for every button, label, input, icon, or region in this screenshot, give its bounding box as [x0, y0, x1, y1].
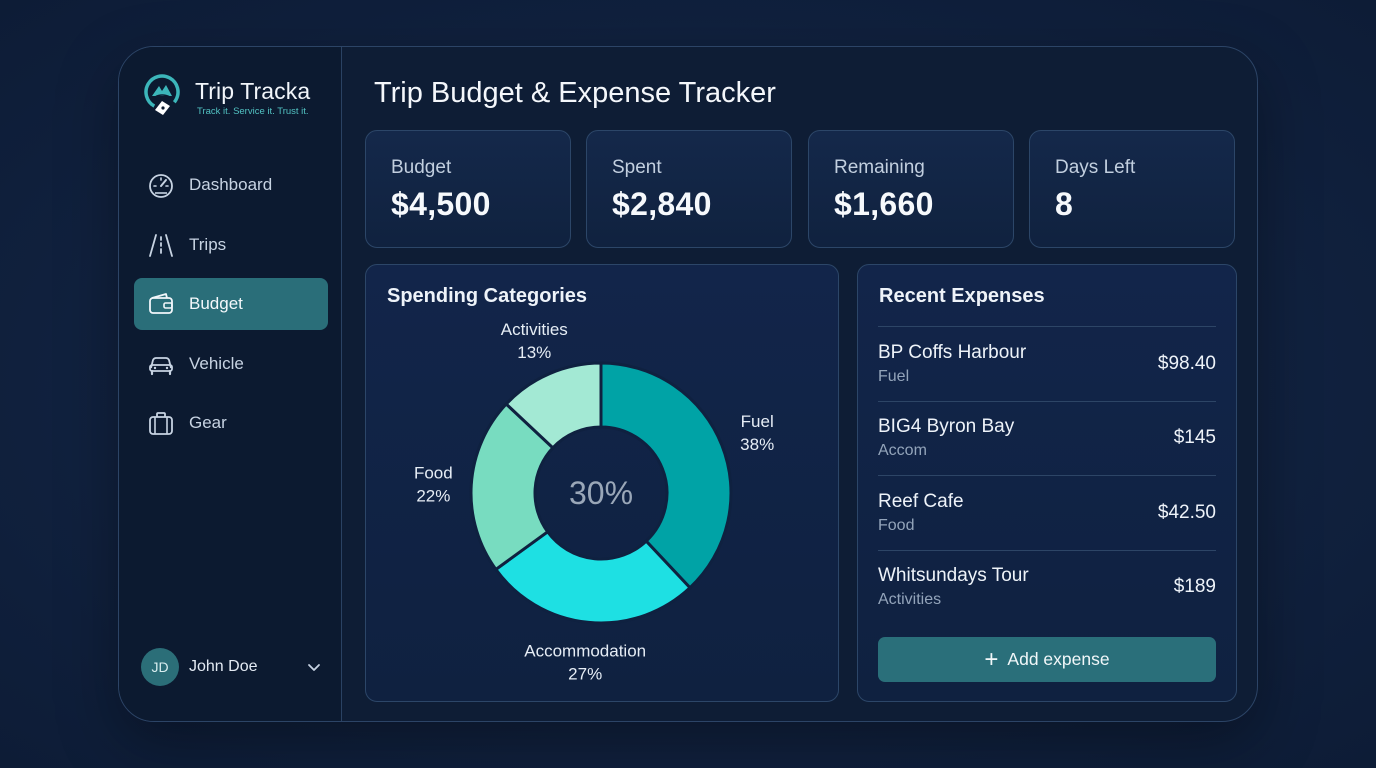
recent-expenses-panel: Recent Expenses BP Coffs Harbour Fuel $9… — [857, 264, 1237, 702]
expense-amount: $145 — [1173, 427, 1216, 449]
stat-value: $1,660 — [834, 186, 934, 222]
expense-category: Activities — [878, 591, 942, 609]
slice-name-label: Fuel — [741, 412, 774, 431]
stat-value: $2,840 — [612, 186, 712, 222]
sidebar-item-label: Gear — [189, 413, 227, 432]
list-item[interactable]: BIG4 Byron Bay Accom $145 — [878, 400, 1216, 476]
sidebar-item-label: Trips — [189, 234, 227, 254]
expense-amount: $42.50 — [1157, 501, 1216, 523]
expense-category: Fuel — [878, 367, 910, 385]
page-title: Trip Budget & Expense Tracker — [374, 77, 776, 109]
plus-icon: + — [984, 645, 999, 673]
slice-name-label: Accommodation — [524, 641, 646, 660]
panel-title: Recent Expenses — [879, 285, 1045, 307]
wallet-icon — [147, 290, 175, 318]
speedometer-icon — [147, 171, 175, 199]
expense-name: BIG4 Byron Bay — [878, 416, 1015, 438]
stat-label: Remaining — [834, 157, 925, 178]
donut-center-label: 30% — [569, 475, 633, 511]
slice-value-label: 22% — [416, 486, 450, 505]
stat-label: Spent — [612, 157, 662, 178]
chevron-down-icon[interactable] — [305, 658, 323, 676]
expense-amount: $189 — [1173, 576, 1216, 598]
pie-slice-activities[interactable] — [504, 361, 603, 450]
logo[interactable]: Trip Tracka Track it. Service it. Trust … — [143, 73, 310, 123]
donut-chart: Fuel 38% Accommodation 27% Food 22% Activities… — [414, 320, 774, 683]
panel-title: Spending Categories — [387, 285, 588, 307]
logo-icon — [143, 73, 187, 123]
app-tagline: Track it. Service it. Trust it. — [197, 106, 309, 117]
pie-slice-food[interactable] — [469, 401, 556, 572]
expense-category: Food — [878, 516, 915, 534]
stat-card-remaining: Remaining $1,660 — [808, 130, 1014, 248]
stat-card-spent: Spent $2,840 — [586, 130, 792, 248]
sidebar-item-label: Dashboard — [189, 175, 273, 194]
pie-slice-accommodation[interactable] — [493, 529, 693, 625]
add-expense-button[interactable]: + Add expense — [878, 637, 1216, 682]
slice-value-label: 27% — [568, 664, 602, 683]
sidebar-nav: Dashboard Trips Budget Vehicle — [134, 159, 328, 457]
sidebar: Trip Tracka Track it. Service it. Trust … — [119, 47, 342, 721]
expense-name: Reef Cafe — [878, 490, 964, 512]
expense-list: BP Coffs Harbour Fuel $98.40 BIG4 Byron … — [878, 326, 1216, 624]
app-window: Trip Tracka Track it. Service it. Trust … — [118, 46, 1258, 722]
user-menu[interactable]: JD John Doe — [141, 647, 323, 687]
expense-name: Whitsundays Tour — [878, 565, 1029, 587]
sidebar-item-vehicle[interactable]: Vehicle — [134, 338, 328, 390]
expense-name: BP Coffs Harbour — [878, 341, 1027, 363]
sidebar-item-label: Budget — [189, 294, 243, 313]
stat-card-days-left: Days Left 8 — [1029, 130, 1235, 248]
expense-category: Accom — [878, 442, 927, 460]
avatar: JD — [141, 648, 179, 686]
stat-value: $4,500 — [391, 186, 491, 222]
list-item[interactable]: Whitsundays Tour Activities $189 — [878, 549, 1216, 625]
expense-amount: $98.40 — [1157, 352, 1216, 374]
luggage-icon — [147, 409, 175, 437]
app-name: Trip Tracka — [195, 78, 311, 104]
road-icon — [147, 231, 175, 259]
stat-card-budget: Budget $4,500 — [365, 130, 571, 248]
slice-name-label: Food — [414, 463, 453, 482]
car-icon — [147, 350, 175, 378]
sidebar-item-budget[interactable]: Budget — [134, 278, 328, 330]
sidebar-item-gear[interactable]: Gear — [134, 397, 328, 449]
pie-slice-fuel[interactable] — [599, 361, 733, 590]
stat-value: 8 — [1055, 186, 1074, 222]
sidebar-item-label: Vehicle — [189, 353, 244, 373]
sidebar-item-dashboard[interactable]: Dashboard — [134, 159, 328, 211]
slice-value-label: 38% — [740, 435, 774, 454]
stat-label: Budget — [391, 157, 452, 178]
list-item[interactable]: Reef Cafe Food $42.50 — [878, 475, 1216, 550]
slice-value-label: 13% — [517, 343, 551, 362]
spending-categories-panel: Spending Categories Fuel 38% Accommodation… — [365, 264, 839, 702]
user-name: John Doe — [189, 658, 258, 675]
sidebar-item-trips[interactable]: Trips — [134, 219, 328, 271]
list-item[interactable]: BP Coffs Harbour Fuel $98.40 — [878, 326, 1216, 401]
slice-name-label: Activities — [501, 320, 568, 339]
add-expense-label: Add expense — [1007, 649, 1110, 669]
stat-label: Days Left — [1055, 157, 1136, 178]
